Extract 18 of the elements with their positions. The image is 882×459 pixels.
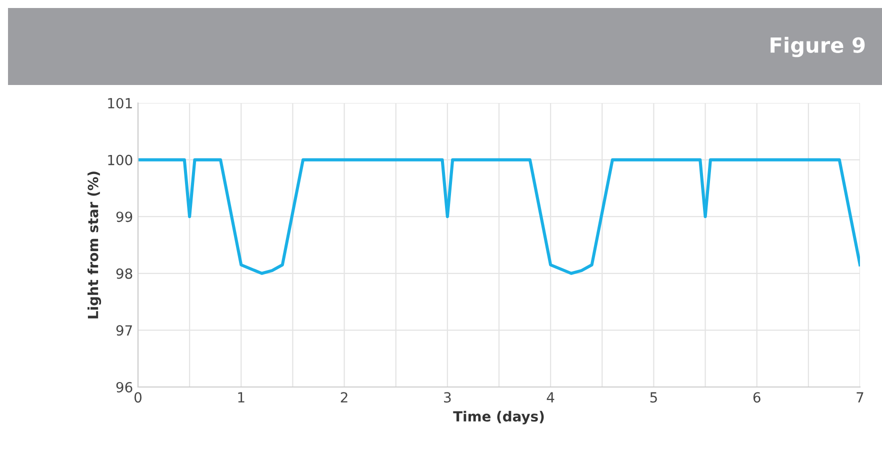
y-tick-label: 101	[108, 98, 132, 108]
line-series	[138, 158, 860, 275]
x-tick-label: 1	[238, 392, 244, 402]
x-tick-label: 0	[134, 392, 142, 403]
y-axis-title: Light from star (%)	[88, 172, 102, 318]
y-tick-label: 100	[108, 154, 132, 166]
chart-title: Figure 9	[770, 36, 865, 58]
y-tick-label: 97	[116, 325, 132, 336]
y-tick-label: 96	[116, 382, 132, 392]
x-tick-label: 4	[546, 392, 554, 402]
x-tick-label: 3	[444, 392, 451, 403]
y-tick-label: 99	[116, 212, 132, 222]
x-axis-title: Time (days)	[453, 410, 544, 424]
x-tick-label: 2	[340, 392, 348, 402]
x-tick-label: 5	[650, 392, 657, 403]
x-tick-label: 7	[856, 392, 864, 402]
y-tick-label: 98	[116, 268, 132, 279]
x-tick-label: 6	[753, 392, 760, 403]
